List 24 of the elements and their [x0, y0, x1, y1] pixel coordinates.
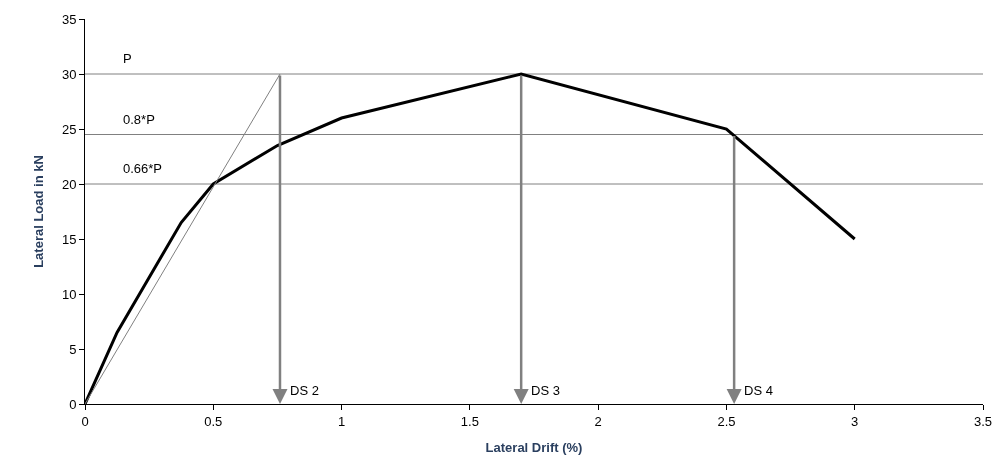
- x-tick-label: 0: [81, 413, 89, 429]
- y-tick-label: 30: [61, 66, 77, 82]
- y-tick-label: 0: [69, 396, 77, 412]
- annotation: DS 4: [744, 383, 773, 398]
- x-axis-title: Lateral Drift (%): [485, 440, 583, 456]
- x-tick-label: 2.5: [717, 413, 736, 429]
- x-tick-label: 1.5: [460, 413, 479, 429]
- annotation: DS 2: [290, 383, 319, 398]
- annotation: DS 3: [531, 383, 560, 398]
- x-tick-label: 3: [851, 413, 859, 429]
- ref-line-label: P: [123, 51, 132, 66]
- ref-line-label: 0.8*P: [123, 112, 155, 127]
- y-tick-label: 5: [69, 341, 77, 357]
- x-tick-label: 3.5: [973, 413, 993, 429]
- y-tick-label: 20: [61, 176, 77, 192]
- x-tick-label: 2: [594, 413, 602, 429]
- y-tick-label: 15: [61, 231, 77, 247]
- ref-line-label: 0.66*P: [123, 161, 163, 176]
- x-tick-label: 0.5: [204, 413, 223, 429]
- x-tick-label: 1: [337, 413, 346, 429]
- y-axis-title: Lateral Load in kN: [30, 155, 46, 268]
- y-tick-label: 25: [61, 121, 77, 137]
- y-tick-label: 35: [61, 11, 77, 27]
- y-tick-label: 10: [61, 286, 77, 302]
